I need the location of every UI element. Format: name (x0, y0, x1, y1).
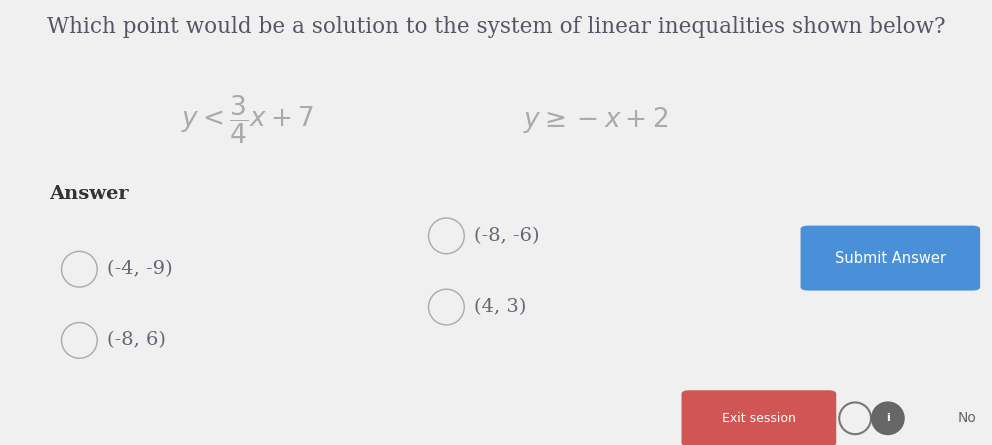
Text: Exit session: Exit session (722, 412, 796, 425)
Text: (4, 3): (4, 3) (474, 298, 527, 316)
Text: No: No (957, 411, 977, 425)
Text: (-4, -9): (-4, -9) (107, 260, 173, 278)
Text: Submit Answer: Submit Answer (835, 251, 945, 266)
Text: i: i (886, 413, 890, 423)
FancyBboxPatch shape (801, 226, 980, 291)
Text: (-8, 6): (-8, 6) (107, 332, 166, 349)
Text: $y < \dfrac{3}{4}x + 7$: $y < \dfrac{3}{4}x + 7$ (182, 94, 314, 146)
Text: Answer: Answer (50, 185, 129, 202)
FancyBboxPatch shape (682, 390, 836, 445)
Text: $y \geq -x + 2$: $y \geq -x + 2$ (523, 105, 668, 135)
Ellipse shape (872, 402, 904, 434)
Text: Which point would be a solution to the system of linear inequalities shown below: Which point would be a solution to the s… (47, 16, 945, 37)
Text: (-8, -6): (-8, -6) (474, 227, 540, 245)
